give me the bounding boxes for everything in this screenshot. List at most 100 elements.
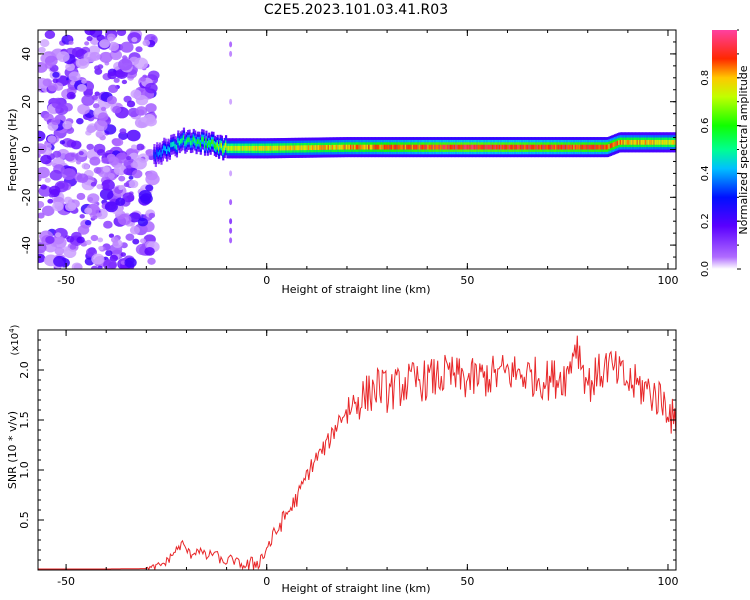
trace-cell bbox=[503, 144, 506, 150]
trace-cell bbox=[580, 144, 583, 150]
noise-cell bbox=[63, 196, 73, 204]
trace-cell bbox=[400, 144, 403, 150]
trace-cell bbox=[521, 144, 524, 150]
trace-cell bbox=[210, 139, 214, 144]
trace-cell bbox=[514, 144, 517, 150]
noise-cell bbox=[55, 232, 62, 238]
chart-title: C2E5.2023.101.03.41.R03 bbox=[264, 2, 448, 18]
trace-cell bbox=[598, 144, 601, 150]
noise-cell bbox=[65, 62, 76, 72]
trace-cell bbox=[616, 140, 620, 146]
trace-cell bbox=[601, 144, 604, 150]
trace-cell bbox=[340, 144, 343, 150]
trace-cell bbox=[236, 145, 239, 151]
trace-cell bbox=[253, 145, 256, 151]
noise-cell bbox=[107, 36, 114, 42]
trace-cell bbox=[660, 139, 663, 145]
trace-cell bbox=[222, 147, 225, 153]
trace-cell bbox=[393, 144, 396, 150]
trace-cell bbox=[463, 144, 466, 150]
trace-cell bbox=[326, 145, 329, 150]
trace-cell bbox=[542, 144, 545, 150]
noise-cell bbox=[135, 106, 148, 116]
trace-cell bbox=[267, 145, 270, 151]
trace-cell bbox=[573, 144, 576, 150]
trace-cell bbox=[372, 144, 375, 150]
trace-cell bbox=[309, 145, 312, 151]
trace-cell bbox=[581, 144, 584, 150]
trace-cell bbox=[636, 139, 639, 145]
trace-cell bbox=[622, 139, 625, 145]
noise-cell bbox=[76, 173, 89, 184]
noise-cell bbox=[112, 105, 122, 114]
colorbar-tick-label: 0.8 bbox=[700, 70, 711, 86]
trace-cell bbox=[234, 145, 238, 151]
trace-cell bbox=[489, 144, 492, 150]
trace-cell bbox=[590, 144, 593, 150]
noise-cell bbox=[86, 125, 96, 134]
trace-cell bbox=[192, 136, 195, 142]
noise-cell bbox=[108, 156, 119, 166]
noise-cell bbox=[38, 153, 41, 158]
trace-cell bbox=[282, 145, 285, 151]
noise-cell bbox=[54, 247, 65, 256]
trace-cell bbox=[424, 144, 427, 150]
noise-cell bbox=[124, 257, 137, 268]
trace-cell bbox=[164, 146, 167, 152]
noise-cell bbox=[45, 236, 55, 244]
trace-cell bbox=[358, 144, 361, 150]
trace-cell bbox=[559, 144, 562, 150]
trace-cell bbox=[507, 144, 510, 150]
trace-cell bbox=[529, 144, 532, 150]
noise-cell bbox=[96, 131, 104, 138]
trace-cell bbox=[182, 135, 186, 141]
trace-cell bbox=[359, 144, 363, 150]
trace-cell bbox=[229, 145, 232, 151]
trace-cell bbox=[444, 144, 447, 150]
trace-cell bbox=[187, 137, 190, 143]
noise-cell bbox=[87, 193, 100, 204]
trace-cell bbox=[650, 139, 653, 145]
trace-cell bbox=[328, 144, 332, 150]
trace-cell bbox=[599, 144, 603, 150]
trace-cell bbox=[562, 144, 565, 150]
trace-cell bbox=[241, 145, 245, 151]
colorbar-label: Normalized spectral amplitude bbox=[737, 65, 750, 234]
trace-cell bbox=[545, 144, 548, 150]
snr-y-tick-label: 0.5 bbox=[18, 511, 31, 529]
noise-cell bbox=[52, 150, 62, 158]
noise-cell bbox=[61, 168, 76, 181]
trace-cell bbox=[668, 139, 671, 145]
noise-cell bbox=[101, 179, 115, 191]
trace-cell bbox=[177, 138, 180, 143]
trace-cell bbox=[632, 139, 635, 145]
trace-cell bbox=[550, 144, 554, 150]
trace-cell bbox=[305, 145, 308, 151]
trace-cell bbox=[517, 144, 520, 150]
trace-cell bbox=[459, 144, 462, 150]
trace-cell bbox=[552, 144, 555, 150]
noise-cell bbox=[129, 226, 140, 235]
noise-cell bbox=[144, 247, 155, 256]
trace-cell bbox=[255, 145, 259, 151]
trace-cell bbox=[386, 144, 389, 150]
trace-cell bbox=[504, 144, 507, 150]
trace-cell bbox=[232, 145, 235, 151]
noise-cell bbox=[118, 131, 129, 140]
speckle-cell bbox=[229, 170, 233, 177]
trace-cell bbox=[536, 144, 539, 150]
noise-cell bbox=[69, 244, 77, 250]
noise-cell bbox=[55, 104, 69, 116]
noise-cell bbox=[145, 103, 157, 113]
trace-cell bbox=[674, 139, 676, 145]
heatmap-x-tick-label: 0 bbox=[263, 274, 270, 287]
trace-cell bbox=[199, 142, 202, 148]
trace-cell bbox=[466, 144, 469, 150]
trace-cell bbox=[474, 144, 478, 150]
trace-cell bbox=[216, 142, 219, 148]
trace-cell bbox=[649, 139, 652, 145]
trace-cell bbox=[331, 144, 334, 150]
trace-cell bbox=[285, 145, 288, 151]
trace-cell bbox=[264, 145, 267, 151]
noise-cell bbox=[56, 51, 70, 63]
